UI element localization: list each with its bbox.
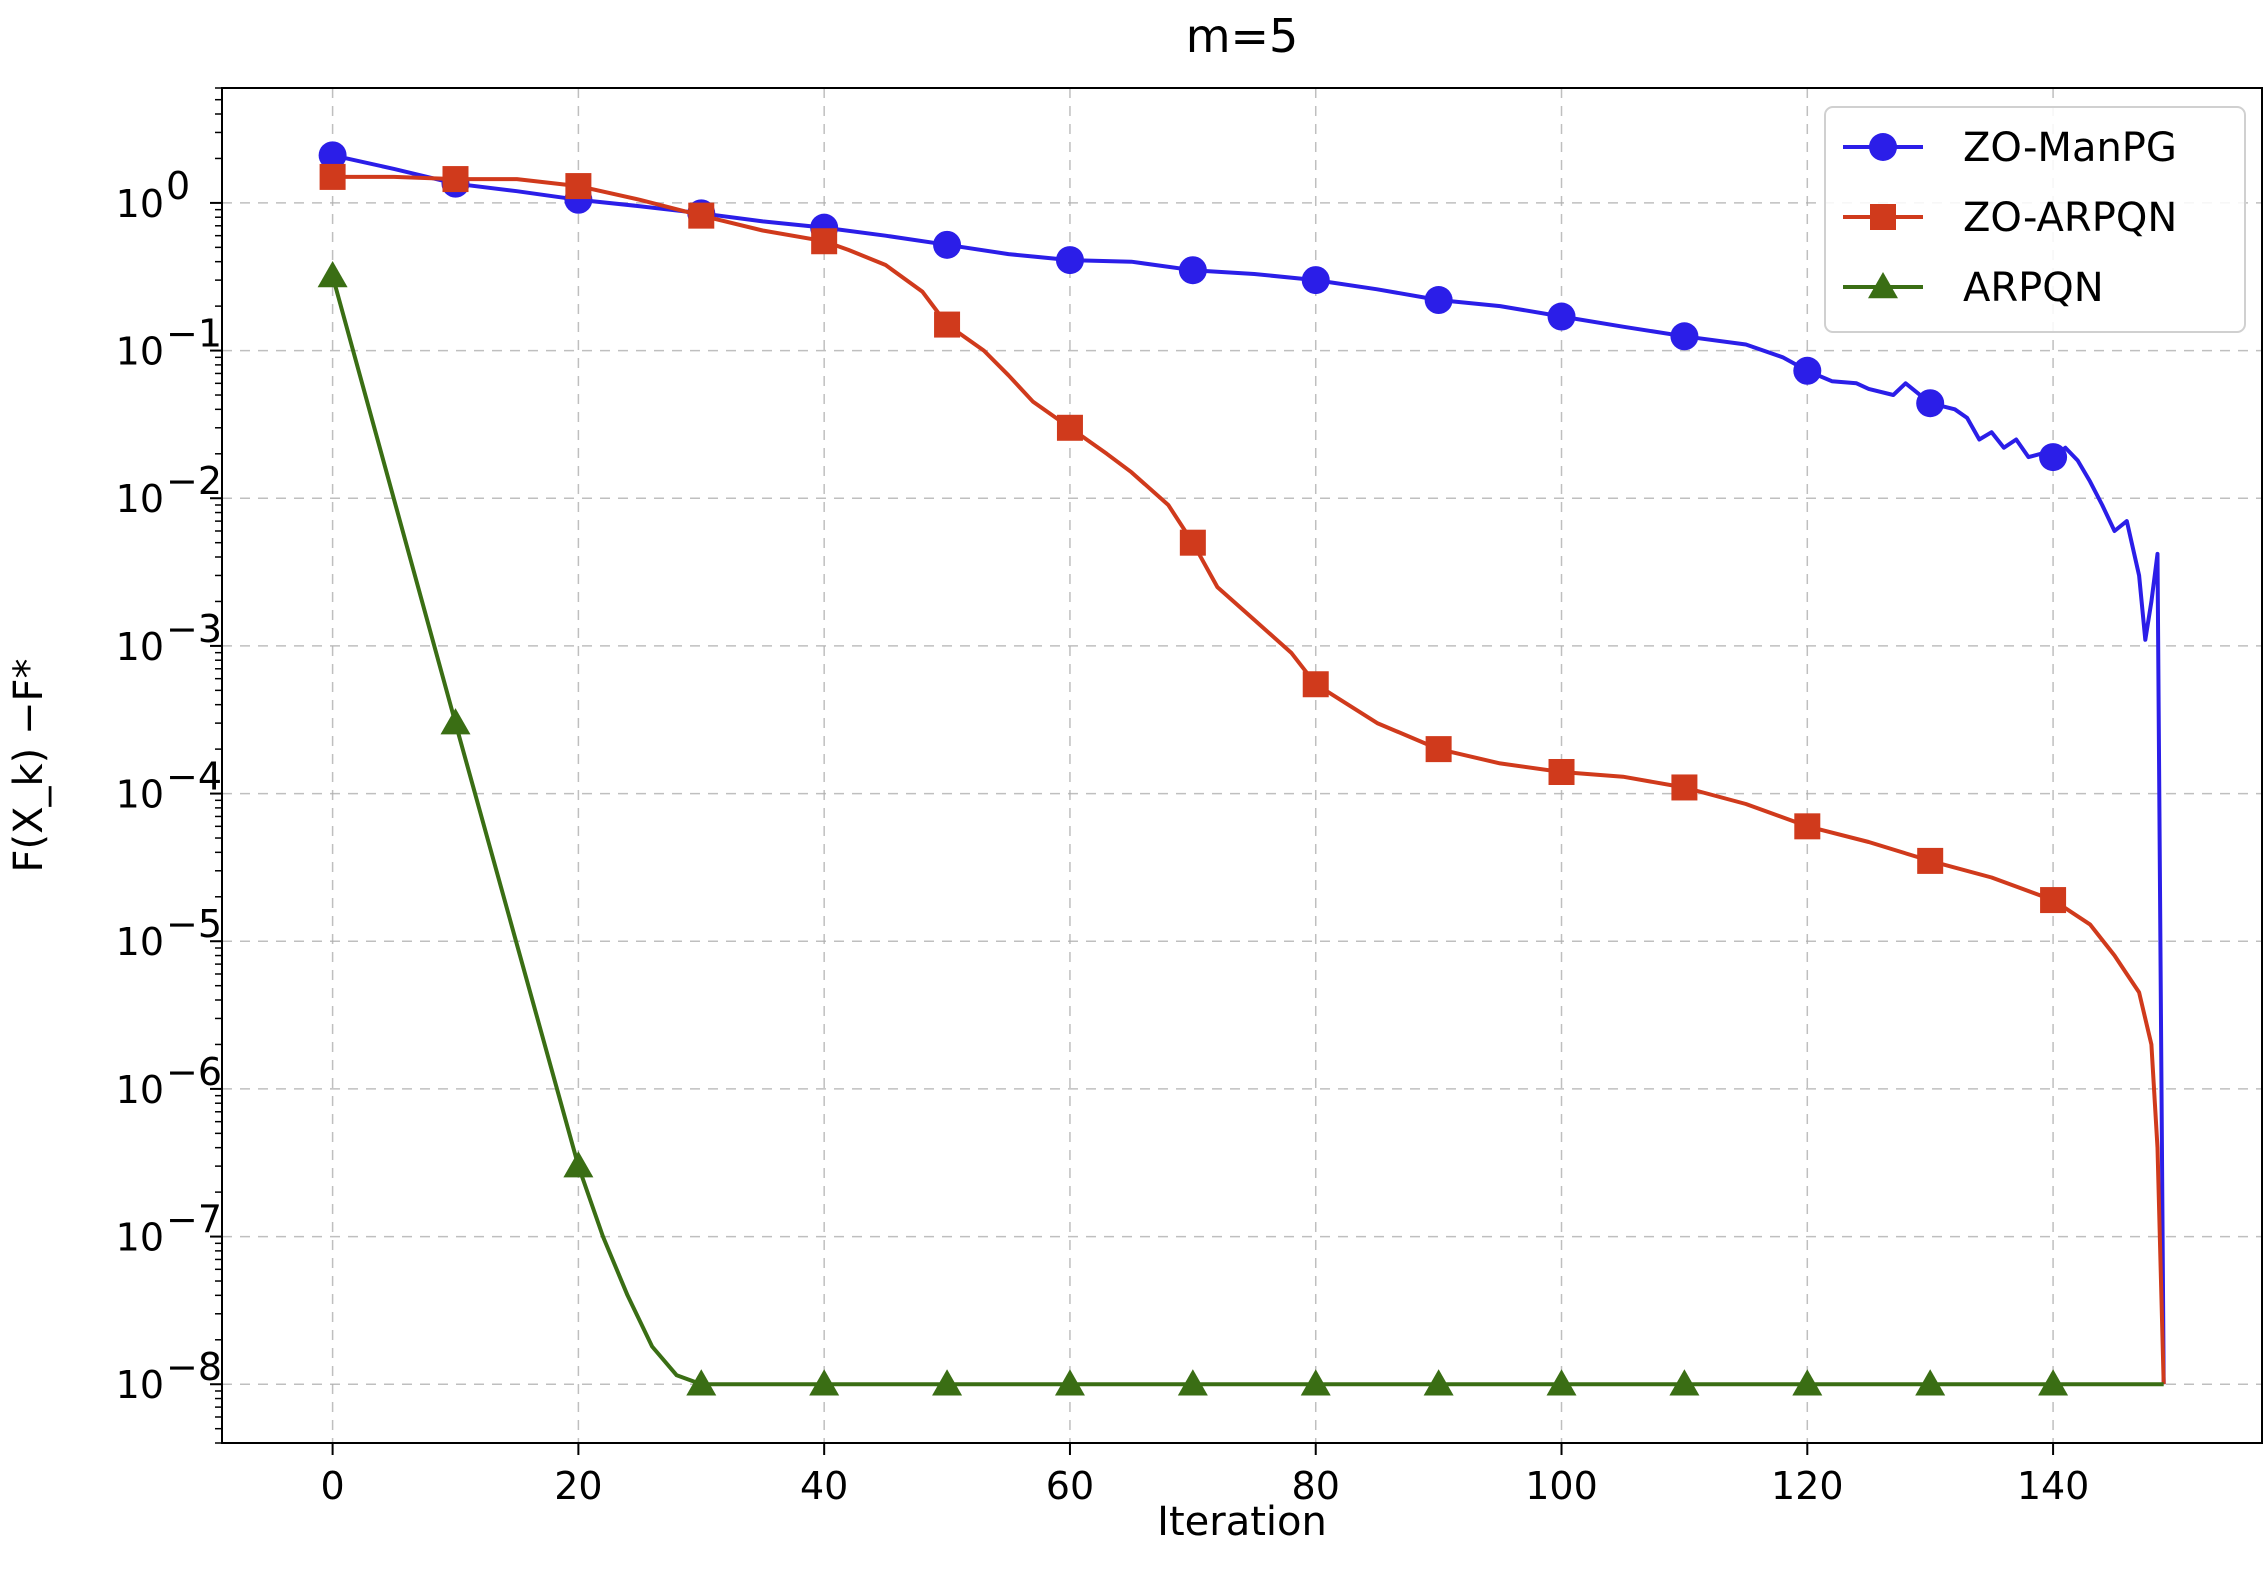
series-line-arpqn (330, 275, 2164, 1387)
data-point-zo-manpg (1055, 246, 1084, 275)
data-point-zo-arpqn (319, 163, 346, 190)
legend-item-zo-arpqn: ZO-ARPQN (1843, 195, 2177, 241)
data-point-zo-manpg (1916, 389, 1945, 418)
data-point-arpqn (932, 1369, 963, 1396)
data-point-arpqn (2038, 1369, 2069, 1396)
y-tick-exponent: −1 (166, 312, 222, 356)
data-point-zo-manpg (1793, 356, 1822, 385)
legend-label: ZO-ARPQN (1963, 195, 2177, 241)
data-point-zo-arpqn (1671, 774, 1698, 801)
y-axis-label: F(X_k) −F* (6, 658, 52, 872)
data-point-zo-manpg (933, 230, 962, 259)
x-tick-label: 60 (1046, 1464, 1094, 1508)
data-point-arpqn (1300, 1369, 1331, 1396)
data-point-zo-manpg (1547, 302, 1576, 331)
series-zo-arpqn (319, 163, 2166, 1385)
data-point-zo-manpg (2039, 443, 2068, 472)
data-point-zo-manpg (318, 141, 347, 170)
data-point-zo-arpqn (2040, 887, 2067, 914)
x-tick-label: 140 (2017, 1464, 2090, 1508)
y-tick-label: 10 (116, 1363, 164, 1407)
y-tick-exponent: −6 (166, 1050, 222, 1094)
x-tick-label: 120 (1771, 1464, 1844, 1508)
data-point-zo-arpqn (1425, 736, 1452, 763)
y-tick-label: 10 (116, 625, 164, 669)
y-tick-label: 10 (116, 330, 164, 374)
data-point-arpqn (1669, 1369, 1700, 1396)
series-line-zo-manpg (332, 153, 2166, 1385)
data-point-zo-arpqn (1056, 414, 1083, 441)
legend-label: ARPQN (1963, 265, 2104, 311)
data-point-zo-arpqn (1548, 758, 1575, 785)
y-tick-label: 10 (116, 1068, 164, 1112)
legend-marker (1868, 272, 1898, 299)
legend-label: ZO-ManPG (1963, 125, 2177, 171)
legend-item-arpqn: ARPQN (1843, 265, 2104, 311)
data-point-zo-arpqn (1917, 847, 1944, 874)
plot-series (317, 141, 2166, 1396)
x-tick-label: 80 (1292, 1464, 1340, 1508)
y-tick-exponent: −5 (166, 902, 222, 946)
data-point-zo-arpqn (811, 228, 838, 255)
x-tick-label: 0 (321, 1464, 345, 1508)
data-point-arpqn (1915, 1369, 1946, 1396)
y-tick-label: 10 (116, 920, 164, 964)
data-point-zo-arpqn (1302, 671, 1329, 698)
data-point-arpqn (1423, 1369, 1454, 1396)
legend-box (1824, 106, 2246, 333)
data-point-arpqn (686, 1369, 717, 1396)
data-point-zo-arpqn (1794, 813, 1821, 840)
y-tick-exponent: −4 (166, 755, 222, 799)
y-tick-label: 10 (116, 477, 164, 521)
data-point-zo-arpqn (688, 202, 715, 229)
x-axis-label: Iteration (1157, 1499, 1327, 1545)
series-line-zo-arpqn (332, 174, 2166, 1385)
data-point-arpqn (809, 1369, 840, 1396)
legend-marker (1869, 133, 1897, 161)
x-tick-label: 20 (554, 1464, 602, 1508)
data-point-arpqn (1054, 1369, 1085, 1396)
data-point-arpqn (1177, 1369, 1208, 1396)
data-point-arpqn (317, 260, 348, 288)
data-point-zo-manpg (1178, 256, 1207, 285)
x-tick-label: 40 (800, 1464, 848, 1508)
y-tick-exponent: 0 (166, 164, 190, 208)
y-tick-label: 10 (116, 182, 164, 226)
legend-marker (1870, 204, 1896, 230)
y-tick-exponent: −2 (166, 459, 222, 503)
data-point-zo-arpqn (442, 166, 469, 193)
data-point-zo-arpqn (934, 311, 961, 338)
series-arpqn (317, 260, 2164, 1396)
y-tick-exponent: −8 (166, 1345, 222, 1389)
y-tick-label: 10 (116, 773, 164, 817)
data-point-arpqn (1792, 1369, 1823, 1396)
y-tick-label: 10 (116, 1216, 164, 1260)
data-point-zo-manpg (1670, 322, 1699, 351)
y-tick-exponent: −7 (166, 1198, 222, 1242)
data-point-zo-arpqn (565, 173, 592, 200)
data-point-arpqn (1546, 1369, 1577, 1396)
x-tick-label: 100 (1525, 1464, 1598, 1508)
y-tick-exponent: −3 (166, 607, 222, 651)
legend-item-zo-manpg: ZO-ManPG (1843, 125, 2177, 171)
legend: ZO-ManPG ZO-ARPQN ARPQN (1824, 106, 2246, 333)
data-point-arpqn (440, 708, 471, 735)
data-point-zo-arpqn (1179, 529, 1206, 556)
data-point-zo-manpg (1301, 266, 1330, 295)
plot-frame (221, 87, 2263, 1444)
data-point-arpqn (563, 1151, 594, 1178)
data-point-zo-manpg (1424, 286, 1453, 315)
chart-title: m=5 (1186, 9, 1299, 63)
